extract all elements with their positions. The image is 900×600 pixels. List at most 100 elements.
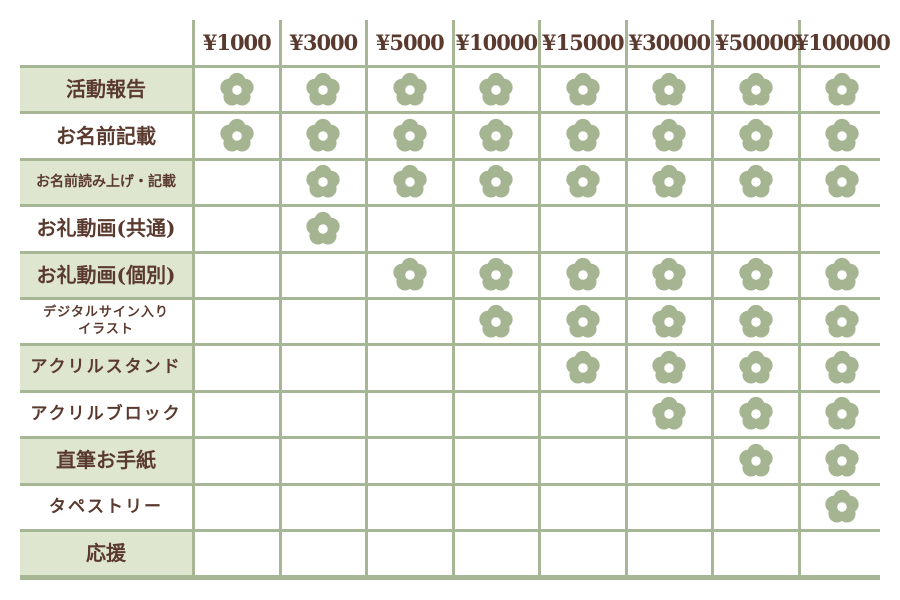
flower-icon (825, 72, 859, 106)
table-cell (800, 531, 884, 576)
table-cell (195, 253, 279, 297)
row-label: お礼動画(個別) (20, 253, 192, 297)
flower-icon (393, 118, 427, 152)
tier-header: ¥1000 (195, 20, 279, 65)
flower-icon (306, 211, 340, 245)
table-cell (541, 439, 625, 483)
flower-icon (825, 443, 859, 477)
table-cell (195, 299, 279, 344)
flower-icon (566, 304, 600, 338)
flower-icon (220, 118, 254, 152)
table-cell (541, 160, 625, 205)
flower-icon (825, 165, 859, 198)
flower-icon (739, 397, 773, 430)
flower-icon (825, 304, 859, 338)
flower-icon (652, 118, 686, 152)
flower-icon (652, 304, 686, 338)
table-cell (454, 439, 538, 483)
table-cell (454, 485, 538, 529)
table-cell (714, 392, 798, 437)
table-cell (368, 207, 452, 251)
table-cell (454, 114, 538, 158)
flower-icon (825, 490, 859, 523)
table-cell (627, 160, 711, 205)
flower-icon (652, 258, 686, 291)
table-cell (627, 392, 711, 437)
table-cell (195, 439, 279, 483)
table-cell (714, 207, 798, 251)
table-cell (454, 160, 538, 205)
table-cell (454, 68, 538, 112)
flower-icon (652, 165, 686, 198)
table-cell (368, 299, 452, 344)
table-cell (281, 207, 365, 251)
flower-icon (652, 350, 686, 384)
row-label: 活動報告 (20, 68, 192, 112)
table-cell (368, 392, 452, 437)
flower-icon (566, 258, 600, 291)
flower-icon (479, 165, 513, 198)
flower-icon (652, 397, 686, 430)
flower-icon (739, 165, 773, 198)
table-cell (714, 114, 798, 158)
row-label: 応援 (20, 531, 192, 576)
table-cell (368, 346, 452, 390)
table-cell (195, 160, 279, 205)
table-cell (541, 253, 625, 297)
table-cell (627, 531, 711, 576)
table-cell (714, 299, 798, 344)
row-label: タペストリー (20, 485, 192, 529)
flower-icon (825, 118, 859, 152)
table-cell (800, 485, 884, 529)
table-cell (627, 114, 711, 158)
tier-header: ¥30000 (627, 20, 711, 65)
table-cell (281, 68, 365, 112)
table-cell (541, 207, 625, 251)
tier-header: ¥100000 (795, 20, 891, 65)
table-cell (541, 346, 625, 390)
row-label: 直筆お手紙 (20, 439, 192, 483)
table-cell (195, 68, 279, 112)
flower-icon (739, 258, 773, 291)
table-cell (714, 439, 798, 483)
table-cell (627, 68, 711, 112)
table-cell (281, 253, 365, 297)
table-cell (714, 485, 798, 529)
table-cell (541, 485, 625, 529)
table-cell (627, 439, 711, 483)
table-cell (627, 485, 711, 529)
tier-header: ¥50000 (714, 20, 798, 65)
table-cell (800, 299, 884, 344)
tier-header: ¥5000 (368, 20, 452, 65)
flower-icon (566, 72, 600, 106)
corner-cell (20, 20, 192, 65)
table-cell (368, 439, 452, 483)
flower-icon (566, 350, 600, 384)
table-cell (714, 531, 798, 576)
flower-icon (393, 72, 427, 106)
table-cell (368, 531, 452, 576)
flower-icon (220, 72, 254, 106)
table-cell (800, 114, 884, 158)
flower-icon (306, 165, 340, 198)
table-cell (195, 114, 279, 158)
tier-header: ¥3000 (281, 20, 365, 65)
table-cell (800, 253, 884, 297)
flower-icon (739, 443, 773, 477)
table-cell (454, 207, 538, 251)
table-cell (627, 207, 711, 251)
table-cell (800, 439, 884, 483)
table-cell (627, 299, 711, 344)
table-cell (195, 392, 279, 437)
table-cell (281, 392, 365, 437)
table-cell (195, 207, 279, 251)
flower-icon (479, 258, 513, 291)
flower-icon (825, 350, 859, 384)
flower-icon (652, 72, 686, 106)
table-cell (281, 346, 365, 390)
table-cell (714, 68, 798, 112)
flower-icon (393, 165, 427, 198)
table-cell (368, 114, 452, 158)
row-label: お礼動画(共通) (20, 207, 192, 251)
table-cell (454, 346, 538, 390)
